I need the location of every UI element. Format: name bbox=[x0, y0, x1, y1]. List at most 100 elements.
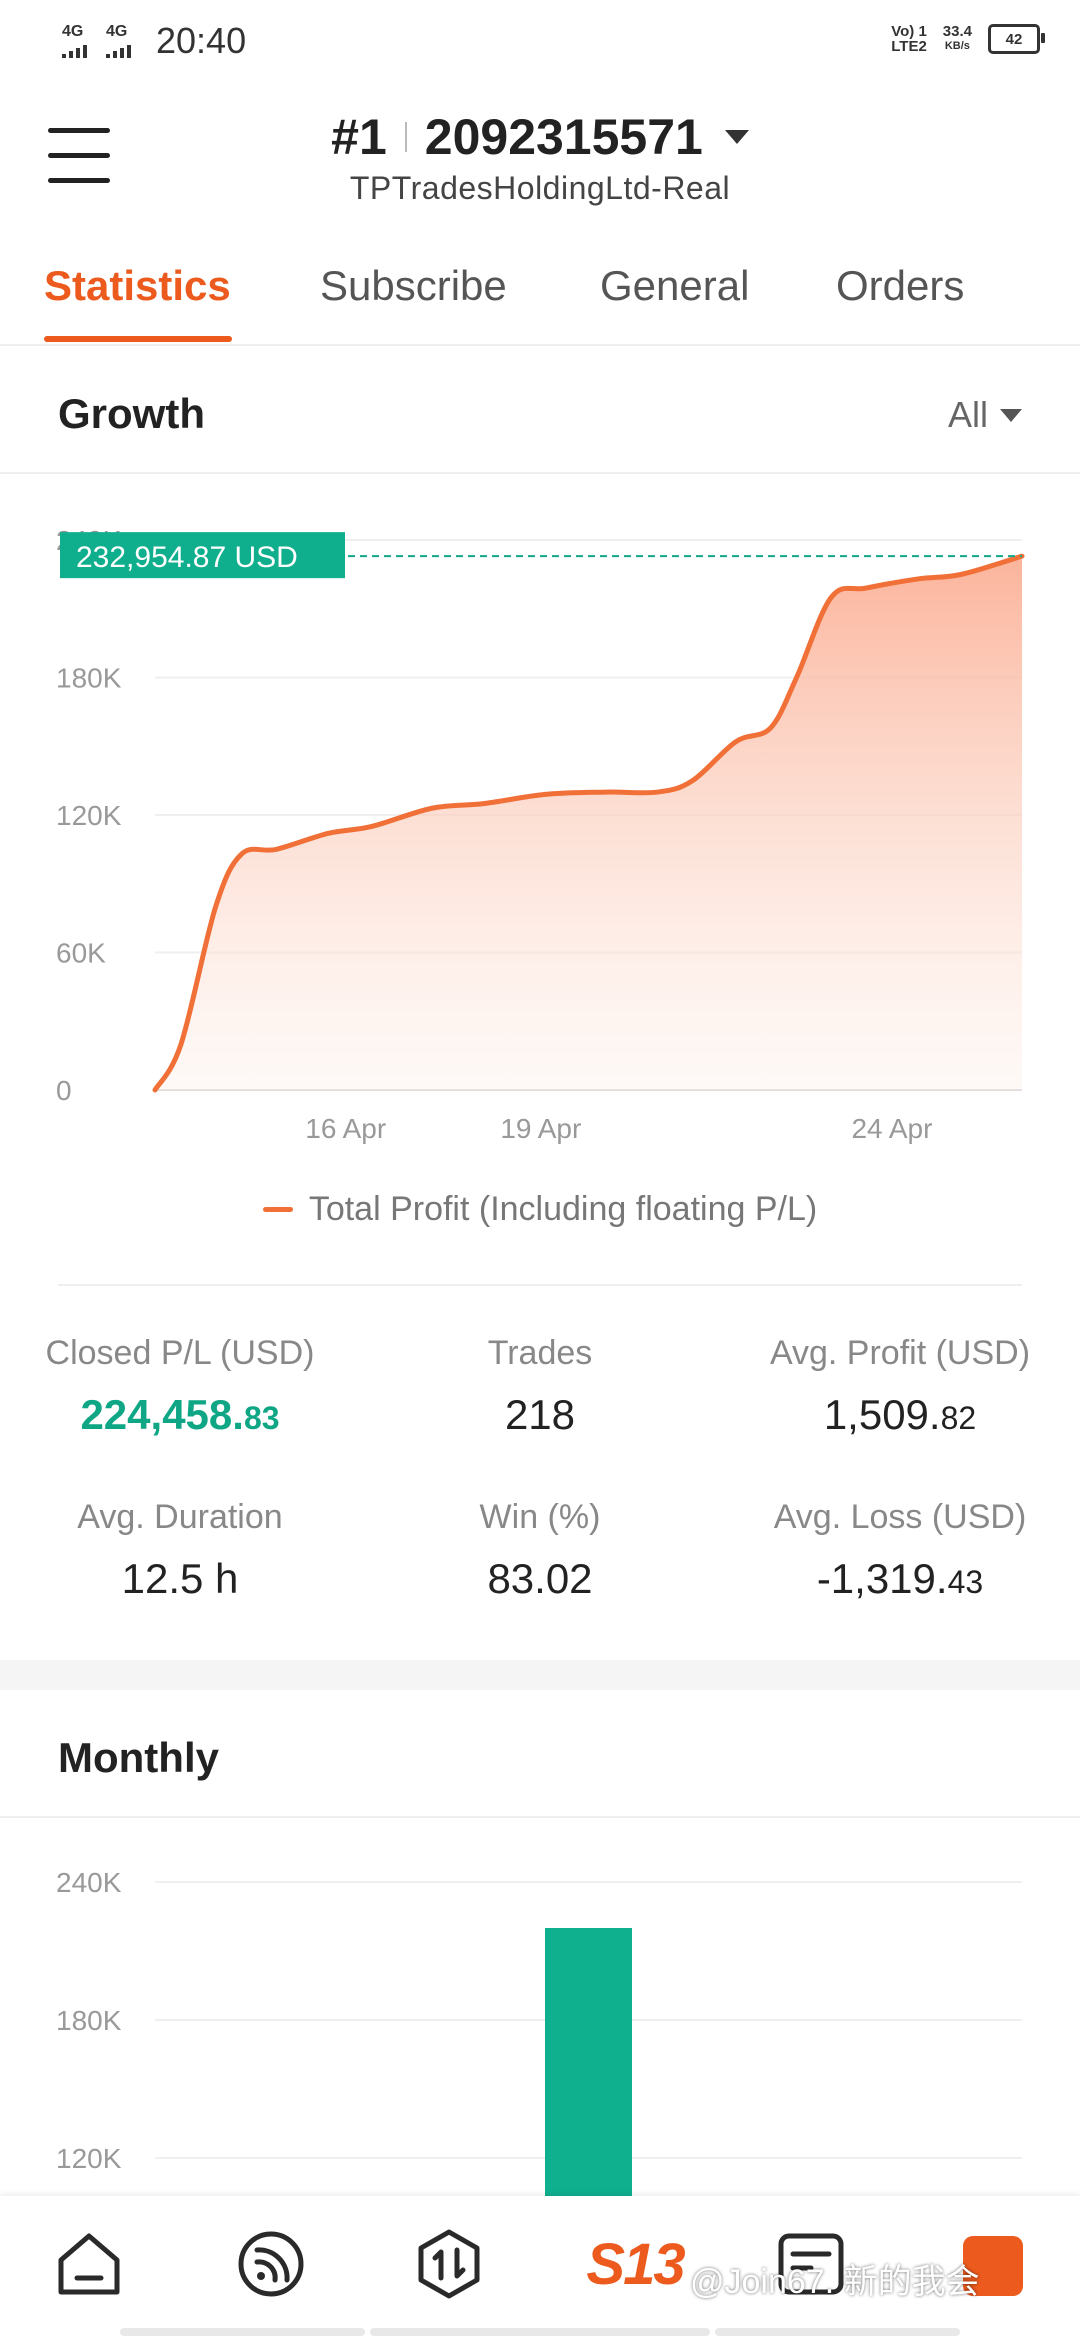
stat-value-dec: 43 bbox=[947, 1564, 984, 1600]
stat-closed-pl: Closed P/L (USD) 224,458.83 bbox=[0, 1334, 360, 1439]
current-value-badge bbox=[60, 532, 345, 579]
tab-subscribe[interactable]: Subscribe bbox=[320, 262, 507, 309]
news-icon bbox=[778, 2233, 844, 2295]
watermark: @Join67. 新的我会 bbox=[690, 2263, 980, 2301]
monthly-chart-svg: 240K 180K 120K bbox=[56, 1867, 1022, 2200]
tab-bar: Statistics Subscribe General Orders bbox=[0, 240, 1080, 346]
network-indicator-1: 4G bbox=[62, 24, 92, 58]
y-tick-label: 240K bbox=[56, 1867, 122, 1898]
stat-value: -1,319.43 bbox=[720, 1555, 1080, 1603]
stat-value: 1,509.82 bbox=[720, 1391, 1080, 1439]
speed-unit: KB/s bbox=[944, 40, 970, 52]
monthly-title: Monthly bbox=[58, 1734, 219, 1781]
stat-avg-profit: Avg. Profit (USD) 1,509.82 bbox=[720, 1334, 1080, 1439]
network-speed: 33.4 KB/s bbox=[943, 24, 972, 54]
x-tick-label: 19 Apr bbox=[500, 1113, 581, 1144]
series-area bbox=[155, 556, 1022, 1090]
network-label-1: 4G bbox=[62, 23, 84, 40]
network-indicator-2: 4G bbox=[106, 24, 136, 58]
nav-indicator bbox=[715, 2328, 960, 2336]
bar bbox=[545, 1928, 632, 2200]
stat-label: Trades bbox=[487, 1334, 593, 1372]
period-filter-dropdown[interactable]: All bbox=[948, 394, 1022, 436]
nav-trade[interactable] bbox=[404, 2224, 494, 2304]
growth-section-header: Growth All bbox=[0, 348, 1080, 474]
growth-title: Growth bbox=[58, 390, 205, 437]
feed-icon bbox=[238, 2231, 304, 2297]
nav-news[interactable] bbox=[766, 2224, 856, 2304]
speed-value: 33.4 bbox=[942, 23, 972, 40]
y-tick-label: 60K bbox=[56, 938, 106, 969]
current-value-label: 232,954.87 USD bbox=[76, 541, 298, 574]
chart-legend: Total Profit (Including floating P/L) bbox=[0, 1190, 1080, 1229]
account-id: 2092315571 bbox=[424, 109, 703, 165]
volte-indicator: Vo) 1 LTE2 bbox=[891, 24, 927, 54]
home-icon bbox=[58, 2233, 120, 2295]
stat-value: 12.5 h bbox=[121, 1555, 239, 1602]
stat-value-int: 224,458. bbox=[80, 1391, 244, 1438]
s13-logo: S13 bbox=[586, 2231, 685, 2297]
stat-label: Avg. Duration bbox=[77, 1498, 283, 1536]
account-selector[interactable]: #1 2092315571 TPTradesHoldingLtd-Real bbox=[0, 108, 1080, 207]
clock: 20:40 bbox=[156, 20, 247, 61]
legend-swatch bbox=[262, 1207, 293, 1212]
stat-label: Avg. Profit (USD) bbox=[769, 1334, 1031, 1372]
app-header: #1 2092315571 TPTradesHoldingLtd-Real bbox=[0, 90, 1080, 240]
volte-line-1: Vo) 1 bbox=[891, 23, 927, 40]
stat-value: 224,458.83 bbox=[0, 1391, 360, 1439]
stat-value-dec: 83 bbox=[243, 1400, 280, 1436]
nav-signals[interactable] bbox=[226, 2224, 316, 2304]
account-rank: #1 bbox=[331, 109, 387, 165]
nav-home[interactable] bbox=[44, 2224, 134, 2304]
menu-icon[interactable] bbox=[48, 128, 110, 184]
x-tick-label: 24 Apr bbox=[851, 1113, 932, 1144]
stat-avg-duration: Avg. Duration 12.5 h bbox=[0, 1498, 360, 1603]
y-tick-label: 180K bbox=[56, 663, 122, 694]
nav-indicator bbox=[120, 2328, 365, 2336]
stat-label: Closed P/L (USD) bbox=[45, 1334, 315, 1372]
nav-indicator bbox=[370, 2328, 710, 2336]
stat-win-rate: Win (%) 83.02 bbox=[360, 1498, 720, 1603]
stat-value: 83.02 bbox=[487, 1555, 593, 1602]
battery-level: 42 bbox=[1005, 30, 1023, 48]
stat-value-dec: 82 bbox=[940, 1400, 977, 1436]
network-label-2: 4G bbox=[106, 23, 128, 40]
stat-value-int: -1,319. bbox=[816, 1555, 948, 1602]
y-tick-label: 180K bbox=[56, 2005, 122, 2036]
monthly-chart[interactable]: 240K 180K 120K bbox=[0, 1820, 1080, 2200]
battery-icon: 42 bbox=[988, 24, 1045, 54]
tab-orders[interactable]: Orders bbox=[836, 262, 965, 309]
separator bbox=[404, 122, 407, 152]
stat-value-int: 1,509. bbox=[823, 1391, 941, 1438]
stat-avg-loss: Avg. Loss (USD) -1,319.43 bbox=[720, 1498, 1080, 1603]
account-name: TPTradesHoldingLtd-Real bbox=[349, 170, 731, 206]
signal-icon bbox=[62, 45, 87, 58]
volte-line-2: LTE2 bbox=[891, 38, 927, 55]
status-bar: 4G 4G 20:40 Vo) 1 LTE2 33.4 KB/s 42 bbox=[0, 0, 1080, 90]
section-gap bbox=[0, 1660, 1080, 1690]
trade-icon bbox=[418, 2229, 480, 2299]
tab-statistics[interactable]: Statistics bbox=[44, 262, 231, 309]
stat-label: Win (%) bbox=[479, 1498, 601, 1536]
caret-down-icon bbox=[1000, 408, 1022, 422]
divider bbox=[58, 1284, 1022, 1286]
profile-icon bbox=[963, 2236, 1023, 2296]
y-tick-label: 120K bbox=[56, 800, 122, 831]
stat-label: Avg. Loss (USD) bbox=[773, 1498, 1027, 1536]
active-tab-indicator bbox=[44, 336, 232, 342]
caret-down-icon[interactable] bbox=[724, 130, 749, 144]
monthly-section-header: Monthly bbox=[0, 1692, 1080, 1818]
signal-icon bbox=[106, 45, 131, 58]
nav-profile[interactable] bbox=[946, 2224, 1036, 2304]
tab-general[interactable]: General bbox=[600, 262, 750, 309]
y-tick-label: 120K bbox=[56, 2143, 122, 2174]
bottom-nav: S13 bbox=[0, 2196, 1080, 2340]
nav-s13[interactable]: S13 bbox=[580, 2224, 690, 2304]
series-line bbox=[152, 553, 1025, 1093]
stat-value: 218 bbox=[504, 1391, 576, 1438]
y-tick-label: 0 bbox=[56, 1075, 72, 1106]
x-tick-label: 16 Apr bbox=[305, 1113, 386, 1144]
stat-trades: Trades 218 bbox=[360, 1334, 720, 1439]
